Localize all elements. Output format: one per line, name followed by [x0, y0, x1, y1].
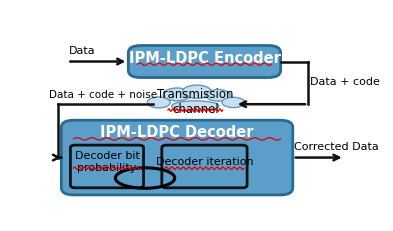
Text: Decoder bit
probability: Decoder bit probability	[75, 151, 140, 173]
Ellipse shape	[147, 97, 170, 108]
FancyBboxPatch shape	[61, 120, 293, 195]
Ellipse shape	[222, 97, 245, 108]
Ellipse shape	[163, 88, 191, 101]
Text: IPM-LDPC Encoder: IPM-LDPC Encoder	[129, 51, 280, 66]
FancyBboxPatch shape	[129, 46, 281, 78]
Ellipse shape	[182, 85, 211, 98]
Ellipse shape	[206, 90, 230, 101]
Text: Decoder iteration: Decoder iteration	[156, 157, 253, 167]
Text: IPM-LDPC Decoder: IPM-LDPC Decoder	[100, 125, 254, 140]
Text: Data: Data	[69, 46, 95, 55]
FancyBboxPatch shape	[70, 145, 143, 188]
Text: Data + code + noise: Data + code + noise	[49, 90, 157, 100]
FancyBboxPatch shape	[162, 145, 247, 188]
Text: Data + code: Data + code	[310, 77, 379, 87]
Ellipse shape	[172, 101, 219, 111]
Text: Corrected Data: Corrected Data	[294, 143, 379, 152]
Text: Transmission
channel: Transmission channel	[157, 88, 233, 116]
